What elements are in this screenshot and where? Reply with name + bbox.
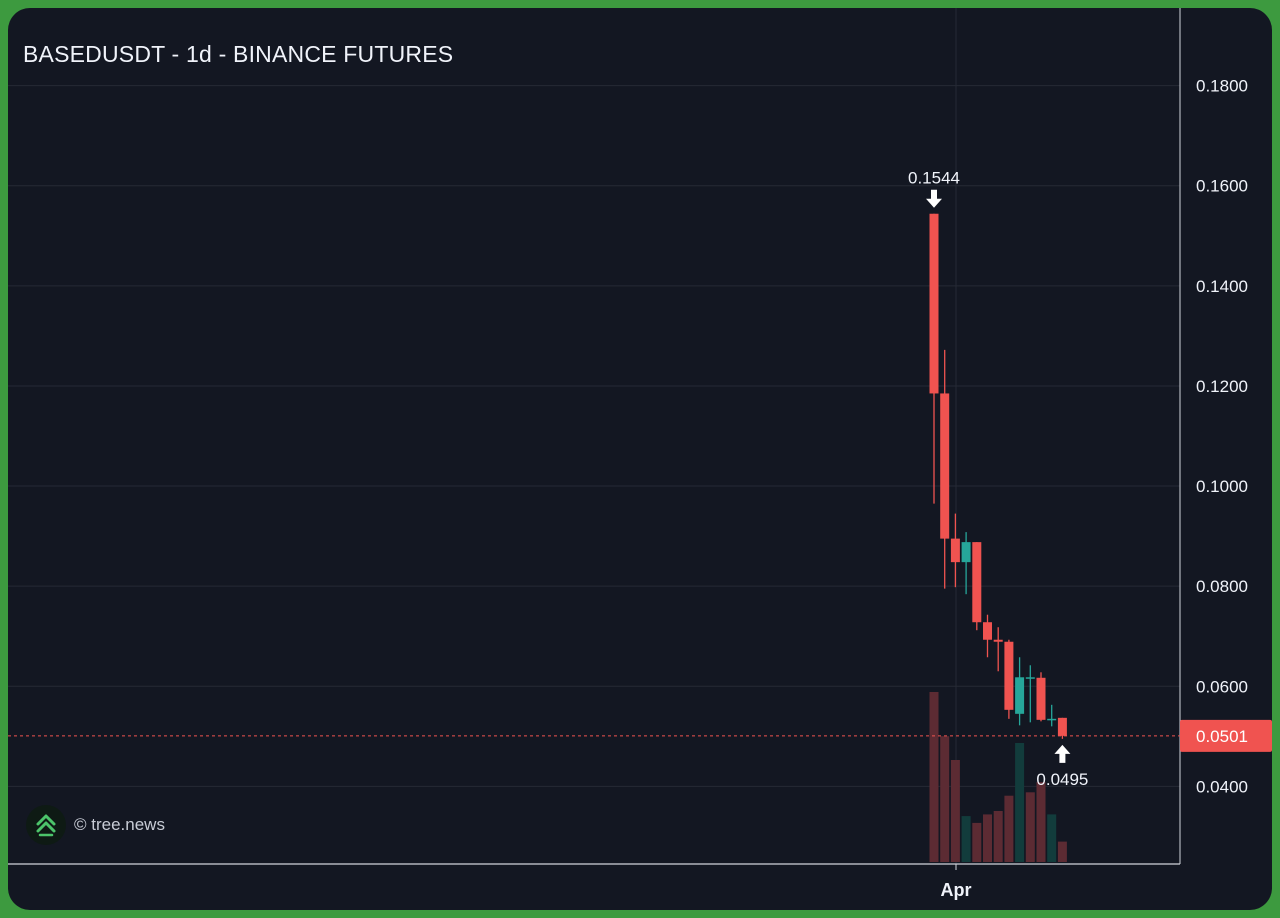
y-tick-label: 0.1800 <box>1196 77 1248 96</box>
volume-bar <box>993 811 1003 862</box>
low-annotation-label: 0.0495 <box>1036 770 1088 789</box>
candle-body <box>961 542 971 563</box>
volume-bar <box>1025 792 1035 862</box>
candle-body <box>1004 641 1014 710</box>
volume-bar <box>929 692 939 862</box>
candle-body <box>993 639 1003 642</box>
volume-bar <box>940 736 950 862</box>
volume-bar <box>1047 814 1057 862</box>
y-tick-label: 0.0400 <box>1196 777 1248 796</box>
chart-panel: 0.1800 0.1600 0.1400 0.1200 0.1000 0.0800 0.06… <box>8 8 1272 910</box>
volume-bar <box>972 822 982 862</box>
y-tick-label: 0.0800 <box>1196 577 1248 596</box>
high-annotation-label: 0.1544 <box>908 169 960 188</box>
candle-body <box>940 393 950 539</box>
last-price-badge <box>1180 719 1272 752</box>
last-price-label: 0.0501 <box>1196 727 1248 746</box>
chart-title: BASEDUSDT - 1d - BINANCE FUTURES <box>23 41 454 67</box>
candle-body <box>972 542 982 623</box>
watermark: © tree.news <box>26 805 165 845</box>
candle-body <box>950 538 960 563</box>
double-chevron-up-icon <box>26 805 66 845</box>
y-tick-label: 0.1200 <box>1196 377 1248 396</box>
y-tick-label: 0.1400 <box>1196 277 1248 296</box>
candle-body <box>1047 718 1057 721</box>
grid-layer <box>8 8 1180 864</box>
candle-body <box>1057 717 1067 736</box>
candle-layer <box>929 213 1067 739</box>
x-tick-label: Apr <box>941 880 972 900</box>
candle-body <box>983 622 992 640</box>
candle-body <box>1025 677 1035 679</box>
volume-bar <box>983 814 992 862</box>
axis-layer: 0.1800 0.1600 0.1400 0.1200 0.1000 0.0800 0.06… <box>8 8 1248 900</box>
volume-bar <box>950 760 960 862</box>
volume-bar <box>1036 782 1046 862</box>
y-tick-label: 0.1000 <box>1196 477 1248 496</box>
annotation-layer: 0.0501 0.1544 0.0495 <box>8 169 1272 789</box>
candle-body <box>1036 677 1046 720</box>
volume-layer <box>929 692 1067 862</box>
volume-bar <box>1015 743 1025 862</box>
y-tick-label: 0.1600 <box>1196 177 1248 196</box>
candlestick-chart[interactable]: 0.1800 0.1600 0.1400 0.1200 0.1000 0.0800 0.06… <box>8 8 1272 910</box>
arrow-up-icon <box>1054 744 1071 763</box>
y-tick-label: 0.0600 <box>1196 677 1248 696</box>
watermark-text: © tree.news <box>74 815 165 834</box>
candle-body <box>1015 677 1025 714</box>
volume-bar <box>1004 795 1014 862</box>
arrow-down-icon <box>926 189 942 208</box>
volume-bar <box>1057 841 1067 862</box>
volume-bar <box>961 816 971 862</box>
candle-body <box>929 213 939 394</box>
